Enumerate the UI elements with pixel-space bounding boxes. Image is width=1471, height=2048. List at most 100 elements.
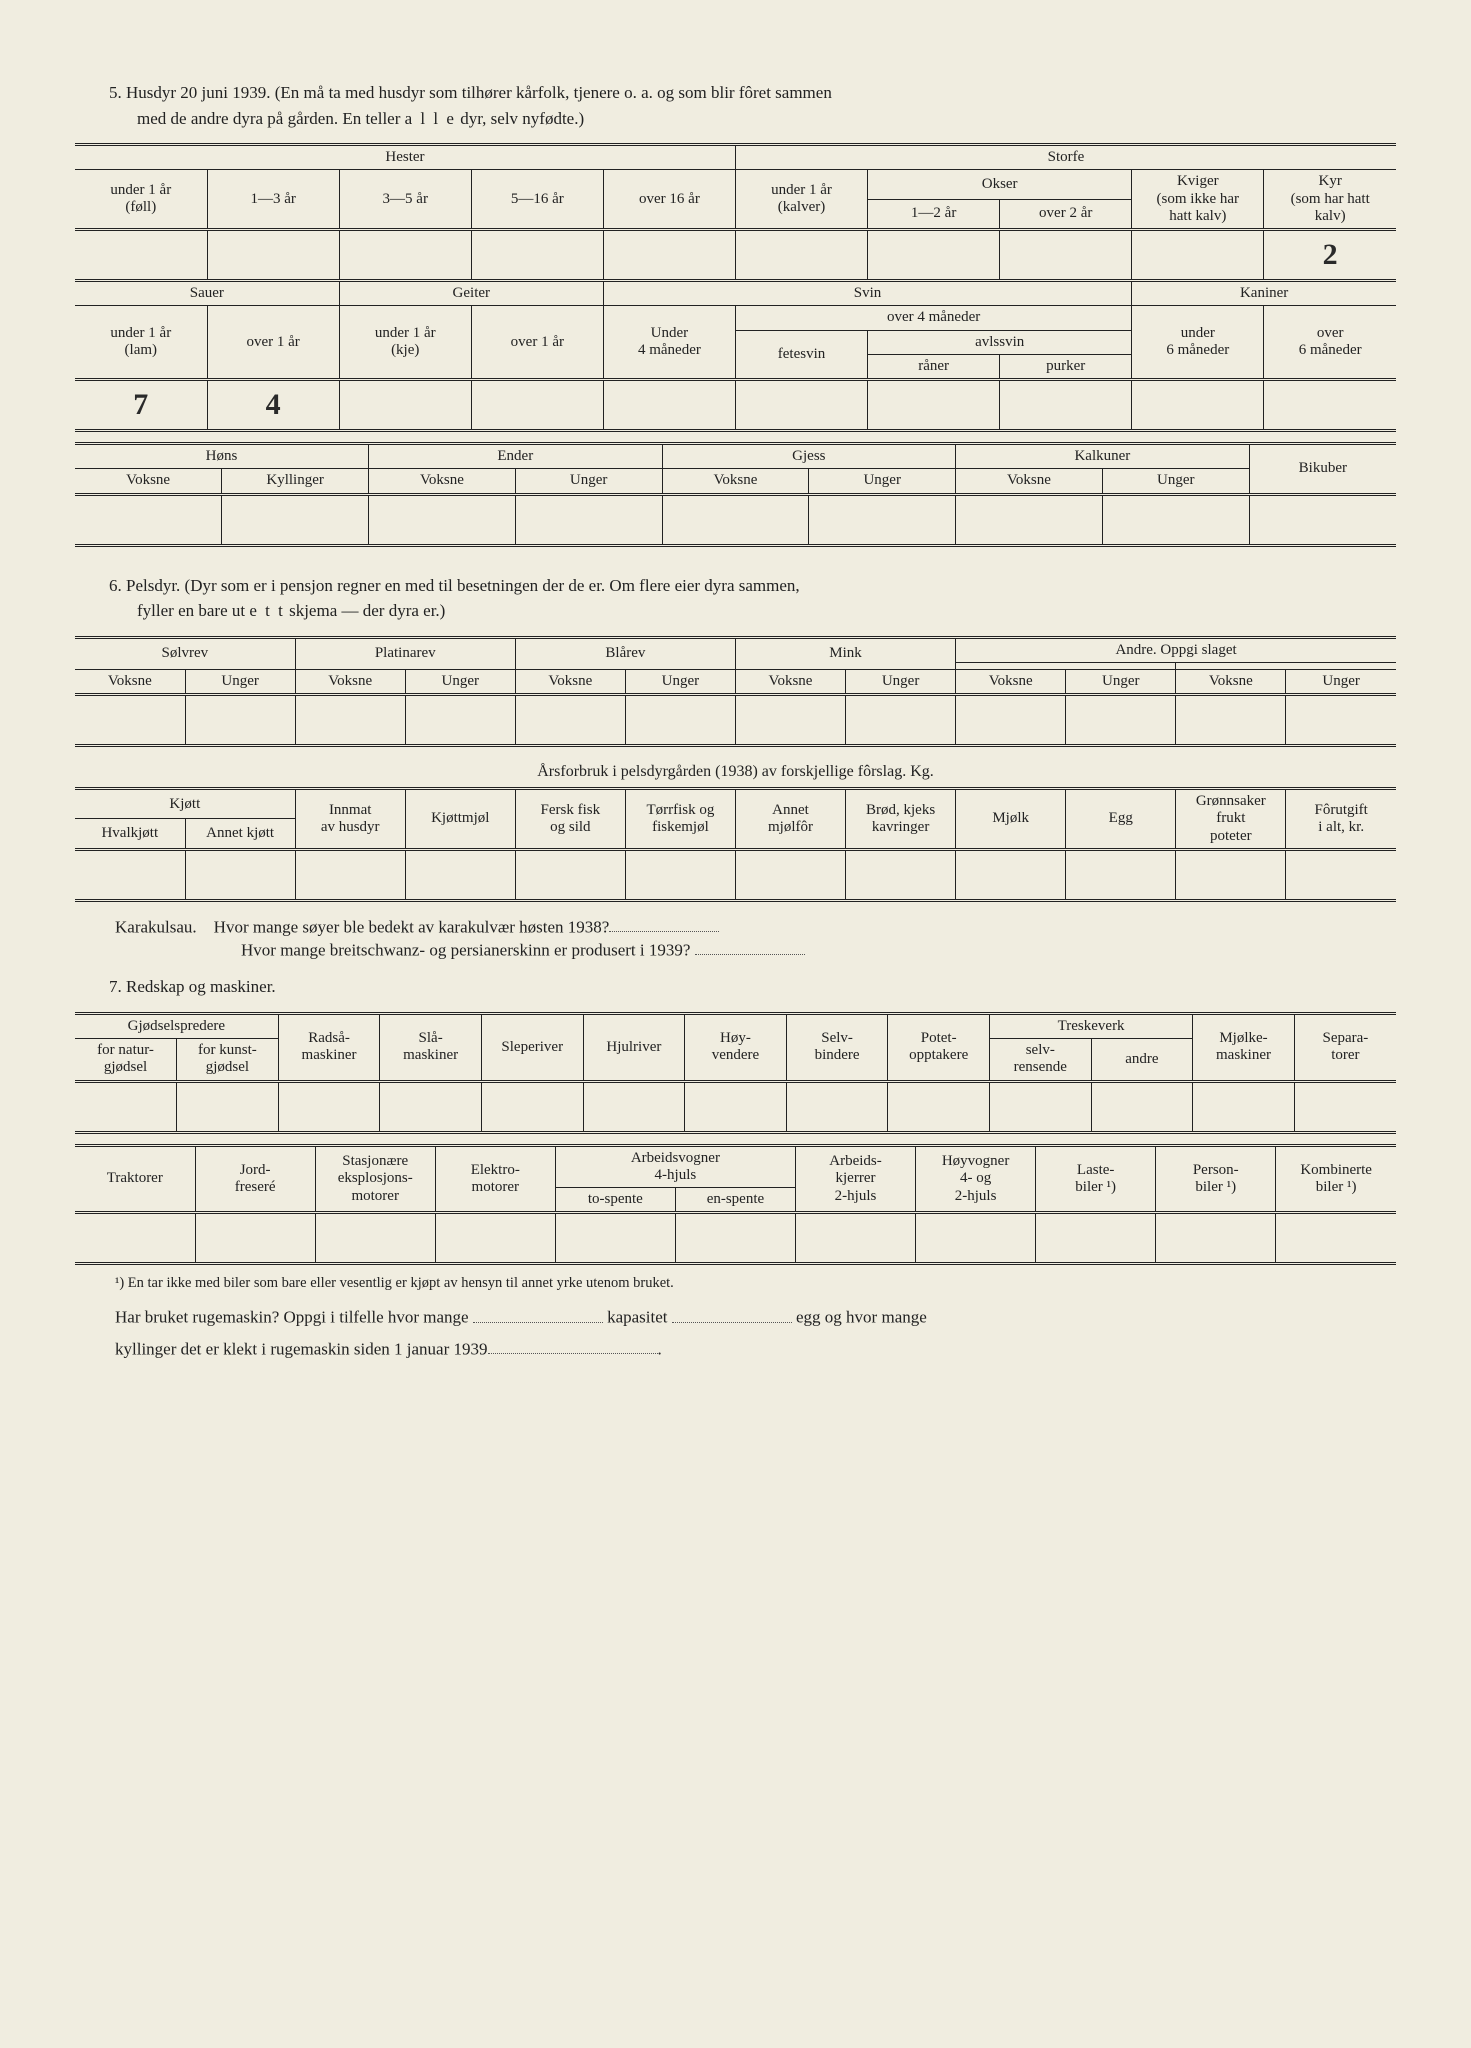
col-stasjonaere: Stasjonære eksplosjons- motorer: [315, 1145, 435, 1213]
hdr-avlssvin: avlssvin: [868, 330, 1132, 354]
col-annetkjott: Annet kjøtt: [185, 819, 295, 849]
rugemaskin-line2: kyllinger det er klekt i rugemaskin side…: [115, 1338, 1396, 1359]
col-innmat: Innmatav husdyr: [295, 789, 405, 850]
hdr-blarev: Blårev: [515, 637, 735, 669]
rugemaskin-line1: Har bruket rugemaskin? Oppgi i tilfelle …: [115, 1306, 1396, 1327]
blank-field[interactable]: [473, 1306, 603, 1322]
section-5-line1: Husdyr 20 juni 1939. (En må ta med husdy…: [126, 83, 832, 102]
col-mjolk: Mjølk: [956, 789, 1066, 850]
caption-feed: Årsforbruk i pelsdyrgården (1938) av for…: [75, 763, 1396, 781]
col-a1-u: Unger: [1066, 669, 1176, 694]
col-plat-v: Voksne: [295, 669, 405, 694]
karakul-q1: Karakulsau. Hvor mange søyer ble bedekt …: [115, 916, 1396, 937]
blank-field[interactable]: [695, 939, 805, 955]
col-laste: Laste- biler ¹): [1036, 1145, 1156, 1213]
section-5-title: 5. Husdyr 20 juni 1939. (En må ta med hu…: [75, 80, 1396, 131]
col-solv-u: Unger: [185, 669, 295, 694]
hdr-sauer: Sauer: [75, 282, 339, 306]
table-forslag: Kjøtt Innmatav husdyr Kjøttmjøl Fersk fi…: [75, 787, 1396, 902]
col-a2-v: Voksne: [1176, 669, 1286, 694]
col-mink-u: Unger: [846, 669, 956, 694]
col-mjolke: Mjølke- maskiner: [1193, 1013, 1295, 1081]
table-row: [75, 494, 1396, 545]
col-selvb: Selv- bindere: [786, 1013, 888, 1081]
col-enspente: en-spente: [675, 1188, 795, 1213]
table-row: 2: [75, 230, 1396, 281]
col-lam: under 1 år(lam): [75, 306, 207, 380]
col-kyllinger: Kyllinger: [222, 469, 369, 494]
col-arbkj: Arbeids- kjerrer 2-hjuls: [795, 1145, 915, 1213]
hdr-gjodsel: Gjødselspredere: [75, 1013, 278, 1038]
value-sau-over1: 4: [207, 380, 339, 431]
col-kanin-o6: over6 måneder: [1264, 306, 1396, 380]
col-ferskfisk: Fersk fiskog sild: [515, 789, 625, 850]
table-pelsdyr: Sølvrev Platinarev Blårev Mink Andre. Op…: [75, 636, 1396, 748]
col-fetesvin: fetesvin: [735, 330, 867, 380]
hdr-ender: Ender: [369, 444, 663, 469]
section-5-num: 5.: [109, 83, 122, 102]
col-bikuber: Bikuber: [1249, 444, 1396, 495]
section-7-num: 7.: [109, 977, 122, 996]
col-sla: Slå- maskiner: [380, 1013, 482, 1081]
table-row: [75, 1213, 1396, 1264]
hdr-arbvogn: Arbeidsvogner 4-hjuls: [555, 1145, 795, 1188]
blank-field[interactable]: [672, 1306, 792, 1322]
col-raner: råner: [868, 354, 1000, 379]
col-tospente: to-spente: [555, 1188, 675, 1213]
hdr-platinarev: Platinarev: [295, 637, 515, 669]
hdr-solvrev: Sølvrev: [75, 637, 295, 669]
section-6-line2a: fyller en bare ut: [137, 601, 249, 620]
hdr-kalkuner: Kalkuner: [956, 444, 1250, 469]
section-6-spaced: e t t: [249, 601, 285, 620]
col-kunstgj: for kunst- gjødsel: [177, 1039, 279, 1082]
col-annetmjol: Annetmjølfôr: [735, 789, 845, 850]
col-okser-over2: over 2 år: [1000, 199, 1132, 229]
section-6-line1: Pelsdyr. (Dyr som er i pensjon regner en…: [126, 576, 800, 595]
hdr-kaniner: Kaniner: [1132, 282, 1396, 306]
col-treske-andre: andre: [1091, 1039, 1193, 1082]
col-kalk-voksne: Voksne: [956, 469, 1103, 494]
col-ender-voksne: Voksne: [369, 469, 516, 494]
table-hester-storfe: Hester Storfe under 1 år(føll) 1—3 år 3—…: [75, 143, 1396, 282]
col-gronnsaker: Grønnsakerfruktpoteter: [1176, 789, 1286, 850]
col-torrfisk: Tørrfisk ogfiskemjøl: [625, 789, 735, 850]
col-a1-v: Voksne: [956, 669, 1066, 694]
col-selvr: selv- rensende: [989, 1039, 1091, 1082]
section-6-num: 6.: [109, 576, 122, 595]
value-lam: 7: [75, 380, 207, 431]
col-sau-over1: over 1 år: [207, 306, 339, 380]
table-redskap-2: Traktorer Jord- freseré Stasjonære ekspl…: [75, 1144, 1396, 1266]
col-hvalkjott: Hvalkjøtt: [75, 819, 185, 849]
blank-field[interactable]: [609, 916, 719, 932]
section-7-title: 7. Redskap og maskiner.: [75, 974, 1396, 1000]
col-sleperiver: Sleperiver: [481, 1013, 583, 1081]
col-hons-voksne: Voksne: [75, 469, 222, 494]
col-gjess-voksne: Voksne: [662, 469, 809, 494]
hdr-hester: Hester: [75, 145, 735, 170]
hdr-andre-pels: Andre. Oppgi slaget: [956, 637, 1396, 662]
section-5-spaced: a l l e: [405, 109, 456, 128]
col-kalver: under 1 år(kalver): [735, 170, 867, 230]
col-radsa: Radså- maskiner: [278, 1013, 380, 1081]
hdr-okser: Okser: [868, 170, 1132, 199]
hdr-svin: Svin: [603, 282, 1131, 306]
col-person: Person- biler ¹): [1156, 1145, 1276, 1213]
col-foll: under 1 år(føll): [75, 170, 207, 230]
col-potet: Potet- opptakere: [888, 1013, 990, 1081]
col-brod: Brød, kjekskavringer: [846, 789, 956, 850]
col-hjulriver: Hjulriver: [583, 1013, 685, 1081]
table-fjaerfe: Høns Ender Gjess Kalkuner Bikuber Voksne…: [75, 442, 1396, 547]
col-jordfresere: Jord- freseré: [195, 1145, 315, 1213]
table-row: [75, 695, 1396, 746]
blank-field[interactable]: [488, 1338, 658, 1354]
col-5-16: 5—16 år: [471, 170, 603, 230]
hdr-treske: Treskeverk: [989, 1013, 1192, 1038]
col-traktorer: Traktorer: [75, 1145, 195, 1213]
hdr-gjess: Gjess: [662, 444, 956, 469]
section-5-line2a: med de andre dyra på gården. En teller: [137, 109, 405, 128]
table-row: 7 4: [75, 380, 1396, 431]
col-3-5: 3—5 år: [339, 170, 471, 230]
section-6-line2b: skjema — der dyra er.): [285, 601, 446, 620]
col-plat-u: Unger: [405, 669, 515, 694]
col-svin-under4: Under4 måneder: [603, 306, 735, 380]
